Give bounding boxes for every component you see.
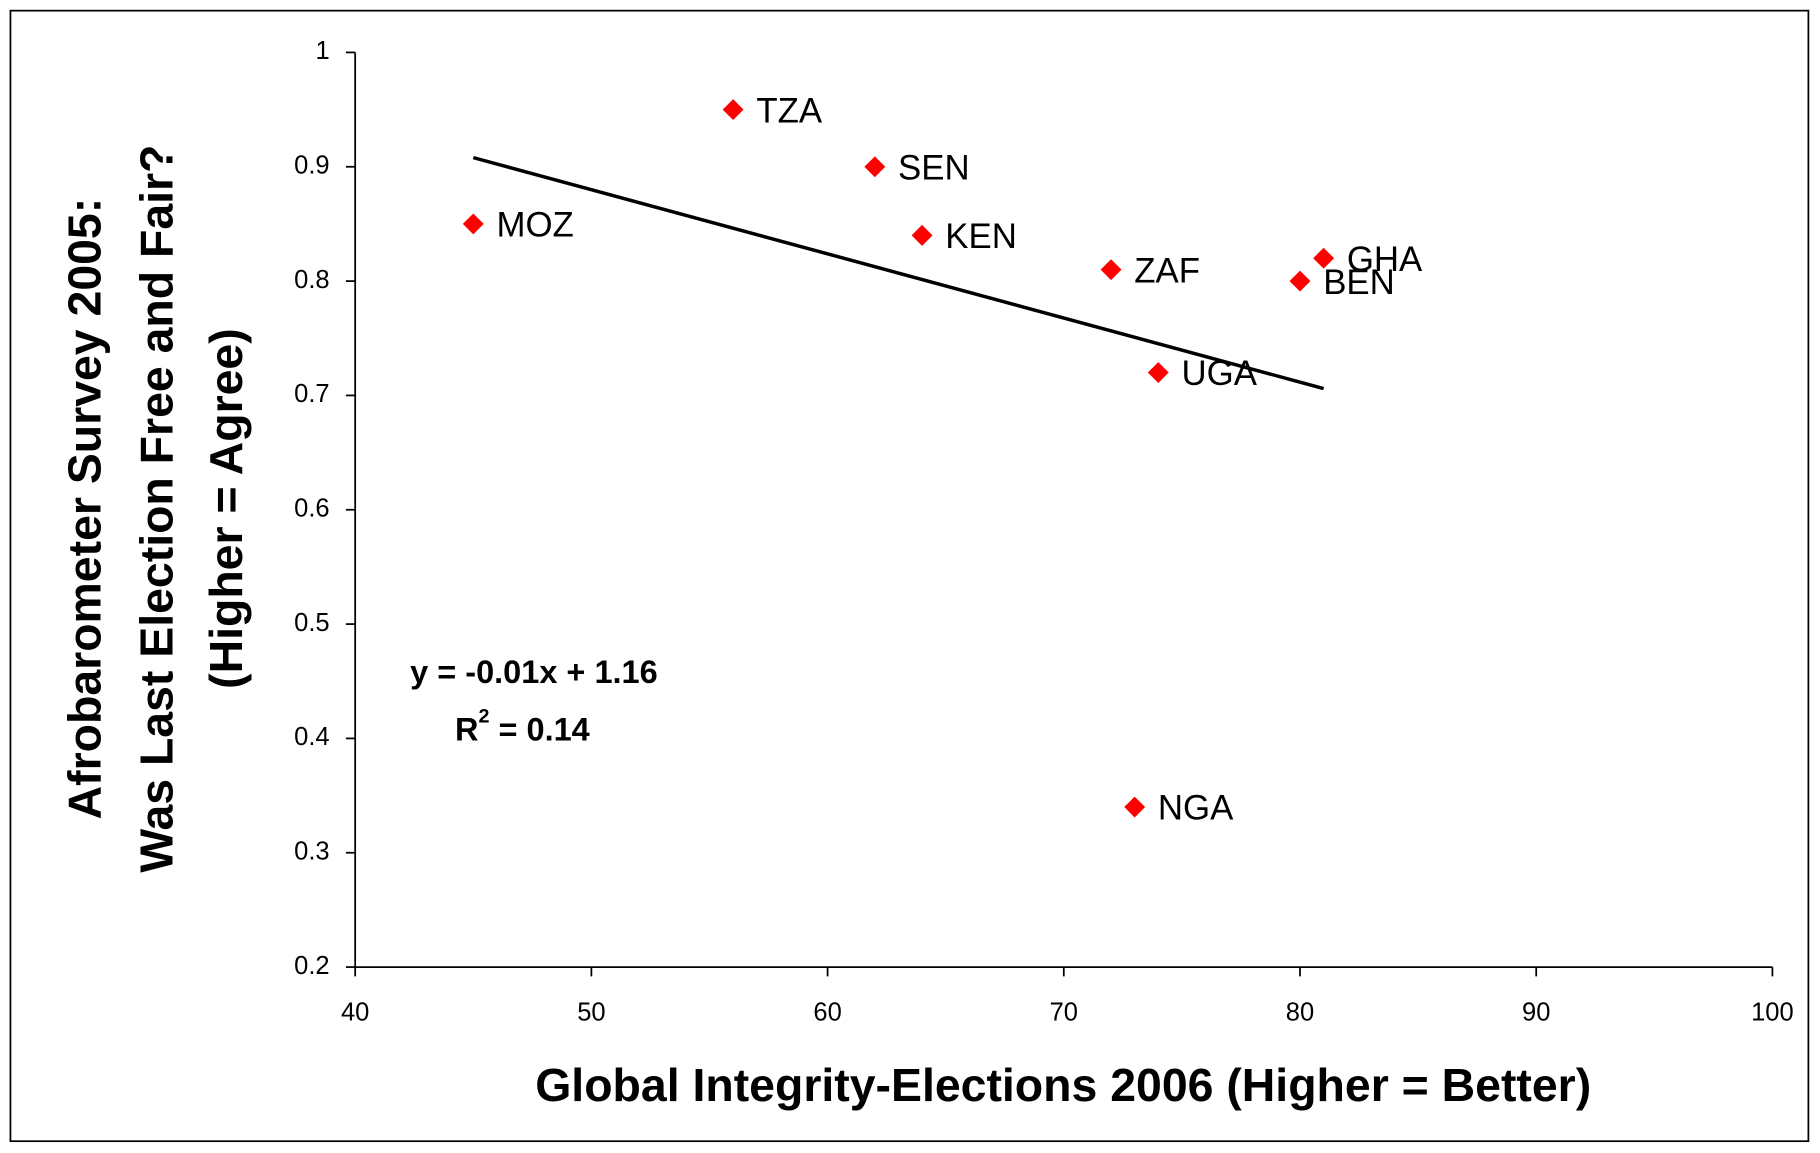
r-squared-value: = 0.14 (489, 711, 589, 747)
r-squared-symbol: R (455, 711, 478, 747)
point-label: BEN (1323, 263, 1395, 302)
point (864, 156, 886, 178)
trend-line (472, 155, 1325, 391)
y-axis-title-line: (Higher = Agree) (200, 328, 252, 689)
y-tick-label: 1 (315, 37, 329, 65)
point-label: ZAF (1134, 251, 1200, 290)
y-tick-label: 0.4 (294, 723, 329, 751)
y-axis-title: Afrobarometer Survey 2005: Was Last Elec… (58, 145, 252, 873)
point-label: MOZ (496, 206, 573, 245)
r-squared: R2 = 0.14 (455, 706, 590, 747)
point-label: SEN (898, 148, 970, 187)
y-tick-label: 0.7 (294, 380, 329, 408)
point (462, 213, 484, 235)
chart-frame (9, 9, 1810, 1143)
y-tick-label: 0.5 (294, 609, 329, 637)
x-tick-label: 80 (1286, 998, 1314, 1026)
point-label: NGA (1158, 789, 1234, 828)
x-tick-label: 70 (1050, 998, 1078, 1026)
r-squared-superscript: 2 (478, 706, 489, 728)
y-tick-label: 0.8 (294, 266, 329, 294)
x-tick-label: 100 (1751, 998, 1794, 1026)
point-label: GHA (1347, 240, 1423, 279)
x-axis-title: Global Integrity-Elections 2006 (Higher … (535, 1059, 1591, 1111)
point-label: TZA (756, 91, 823, 130)
x-tick-label: 50 (577, 998, 605, 1026)
y-tick-label: 0.6 (294, 495, 329, 523)
x-tick-label: 60 (813, 998, 841, 1026)
y-tick-label: 0.2 (294, 952, 329, 980)
point-label: KEN (945, 217, 1017, 256)
x-tick-label: 40 (341, 998, 369, 1026)
point-label: UGA (1181, 354, 1257, 393)
y-tick-label: 0.9 (294, 152, 329, 180)
point (1124, 796, 1146, 818)
point (1147, 362, 1169, 384)
x-tick-label: 90 (1522, 998, 1550, 1026)
point (722, 99, 744, 121)
y-axis-title-line: Was Last Election Free and Fair? (130, 145, 182, 873)
trend-equation: y = -0.01x + 1.16 (410, 654, 658, 690)
y-axis-title-line: Afrobarometer Survey 2005: (58, 198, 110, 820)
y-tick-label: 0.3 (294, 837, 329, 865)
